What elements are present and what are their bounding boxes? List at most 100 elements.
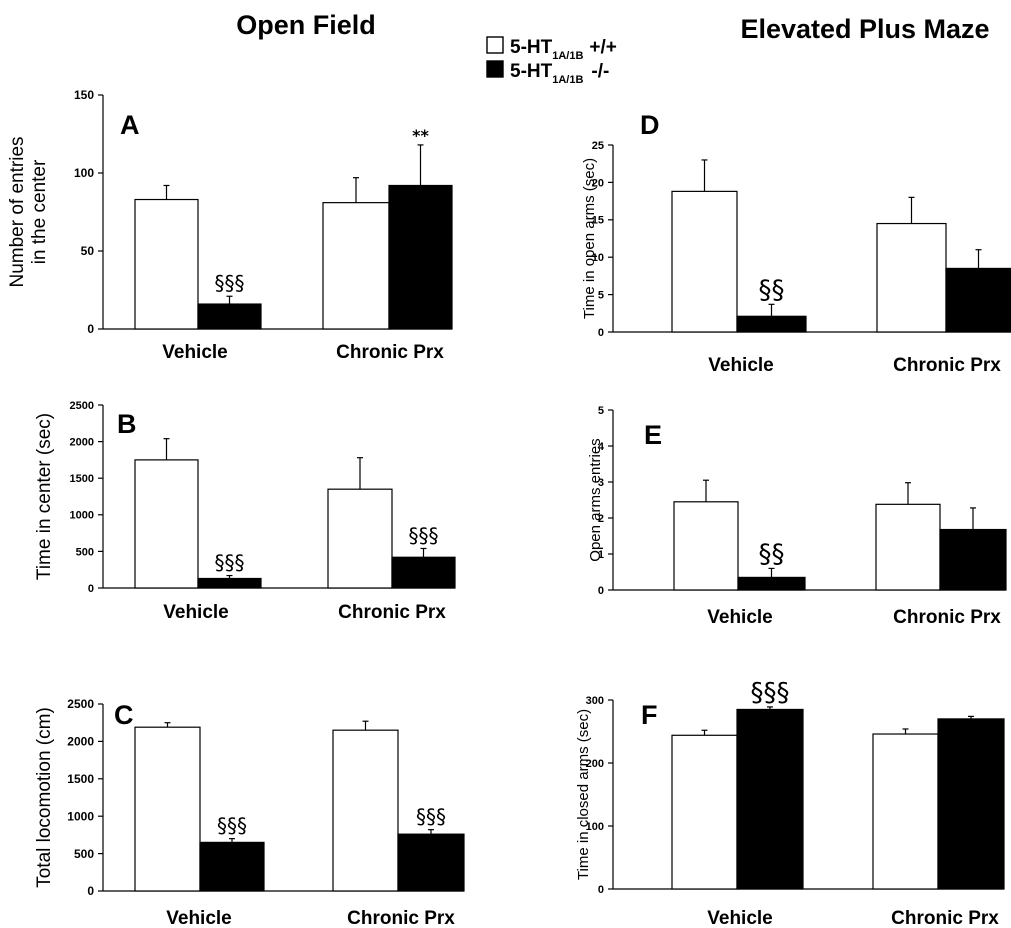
category-label: Chronic Prx [891, 908, 999, 928]
significance-section-marks: §§ [759, 539, 785, 569]
category-label: Vehicle [707, 908, 773, 928]
y-tick-label: 20 [592, 177, 604, 189]
legend: 5-HT1A/1B +/+ 5-HT1A/1B -/- [486, 36, 617, 86]
category-label: Vehicle [166, 908, 232, 928]
significance-section-marks: §§ [759, 275, 785, 305]
category-label: Chronic Prx [336, 342, 444, 363]
y-tick-label: 100 [586, 821, 604, 833]
y-tick-label: 150 [74, 88, 94, 102]
bar-vehicle-wild [134, 198, 199, 330]
panel-letter-b: B [117, 409, 137, 439]
bar-vehicle-wild [671, 734, 738, 890]
y-axis-label: Time in closed arms (sec) [575, 709, 592, 880]
legend-wild-sub: 1A/1B [552, 50, 583, 62]
y-tick-label: 200 [586, 758, 604, 770]
open-field-title: Open Field [236, 10, 376, 40]
panel-letter-a: A [120, 110, 140, 140]
y-tick-label: 10 [592, 252, 604, 264]
y-tick-label: 1000 [70, 510, 94, 522]
y-axis-label: Open arms entries [587, 438, 604, 561]
bar-chronic-prx-knockout [397, 833, 465, 892]
y-tick-label: 2000 [67, 735, 94, 749]
y-tick-label: 1000 [67, 809, 94, 823]
legend-ko-main: 5-HT [510, 61, 553, 82]
y-tick-label: 2500 [67, 697, 94, 711]
significance-section-marks: §§§ [409, 523, 439, 547]
y-axis-label: in the center [29, 159, 50, 264]
y-tick-label: 50 [81, 244, 95, 258]
bar-chronic-prx-wild [327, 488, 393, 589]
y-tick-label: 2000 [70, 436, 94, 448]
legend-ko-genotype: -/- [591, 61, 609, 82]
y-tick-label: 0 [598, 884, 604, 896]
category-label: Vehicle [708, 355, 774, 376]
bar-chronic-prx-knockout [939, 528, 1007, 591]
bar-vehicle-knockout [736, 315, 807, 333]
bar-chronic-prx-knockout [388, 184, 453, 330]
y-tick-label: 1500 [70, 473, 94, 485]
panel-letter-f: F [641, 700, 658, 730]
panel-e: E 0 1 2 3 4 5 Open arms entries Vehicle Chronic P… [587, 405, 1007, 628]
y-tick-label: 15 [592, 215, 604, 227]
legend-wild-main: 5-HT [510, 37, 553, 58]
bar-vehicle-wild [134, 726, 201, 892]
bar-chronic-prx-wild [872, 733, 939, 890]
bar-vehicle-knockout [199, 841, 265, 892]
significance-section-marks: §§§ [215, 551, 245, 575]
significance-section-marks: §§§ [215, 271, 245, 295]
y-axis-label: Time in center (sec) [34, 413, 55, 580]
y-tick-label: 5 [598, 289, 604, 301]
y-tick-label: 0 [87, 322, 94, 336]
legend-label-wild: 5-HT1A/1B +/+ [510, 37, 617, 62]
y-axis-label: Time in open arms (sec) [581, 158, 598, 319]
y-tick-label: 0 [88, 583, 94, 595]
y-tick-label: 500 [74, 847, 94, 861]
y-axis-label: Number of entries [7, 136, 28, 287]
panel-b: B 0 500 1000 1500 2000 2500 Time in center (sec… [34, 400, 456, 623]
y-tick-label: 0 [598, 585, 604, 597]
y-tick-label: 3 [598, 477, 604, 489]
elevated-plus-maze-title: Elevated Plus Maze [740, 14, 989, 44]
category-label: Chronic Prx [338, 602, 446, 623]
panel-letter-c: C [114, 700, 134, 730]
bar-vehicle-knockout [736, 708, 804, 890]
bar-chronic-prx-wild [876, 222, 947, 333]
panel-letter-d: D [640, 110, 660, 140]
category-label: Vehicle [162, 342, 228, 363]
significance-section-marks: §§§ [416, 805, 446, 829]
significance-section-marks: §§§ [751, 678, 790, 708]
bar-vehicle-wild [134, 459, 199, 589]
y-tick-label: 1 [598, 549, 604, 561]
bar-chronic-prx-wild [875, 503, 941, 591]
y-tick-label: 4 [598, 441, 605, 453]
legend-wild-genotype: +/+ [589, 37, 616, 58]
significance-stars: ** [412, 126, 429, 145]
bar-chronic-prx-knockout [945, 267, 1011, 333]
y-tick-label: 500 [76, 546, 94, 558]
bar-chronic-prx-knockout [937, 718, 1005, 890]
panel-c: C 0 500 1000 1500 2000 2500 Total locomotion (c… [34, 697, 465, 928]
y-tick-label: 2500 [70, 400, 94, 412]
bar-chronic-prx-wild [332, 729, 399, 892]
bar-vehicle-knockout [197, 303, 262, 330]
y-tick-label: 300 [586, 695, 604, 707]
y-tick-label: 2 [598, 513, 604, 525]
y-tick-label: 5 [598, 405, 604, 417]
y-axis-label: Total locomotion (cm) [34, 707, 55, 888]
bar-vehicle-wild [671, 190, 738, 333]
legend-ko-sub: 1A/1B [552, 74, 583, 86]
category-label: Chronic Prx [347, 908, 455, 928]
panel-d: D 0 5 10 15 20 25 Time in open arms (sec) Vehicl… [581, 110, 1011, 376]
panel-a: A 0 50 100 150 Number of entries in the center… [7, 88, 453, 363]
panel-f: F 0 100 200 300 Time in closed arms (sec) Vehi… [575, 678, 1005, 928]
bar-vehicle-wild [673, 501, 739, 591]
y-tick-label: 25 [592, 140, 604, 152]
bar-chronic-prx-knockout [391, 556, 456, 589]
category-label: Vehicle [707, 607, 773, 628]
legend-swatch-wild [486, 36, 504, 54]
bar-vehicle-knockout [737, 576, 806, 591]
category-label: Chronic Prx [893, 355, 1001, 376]
category-label: Chronic Prx [893, 607, 1001, 628]
